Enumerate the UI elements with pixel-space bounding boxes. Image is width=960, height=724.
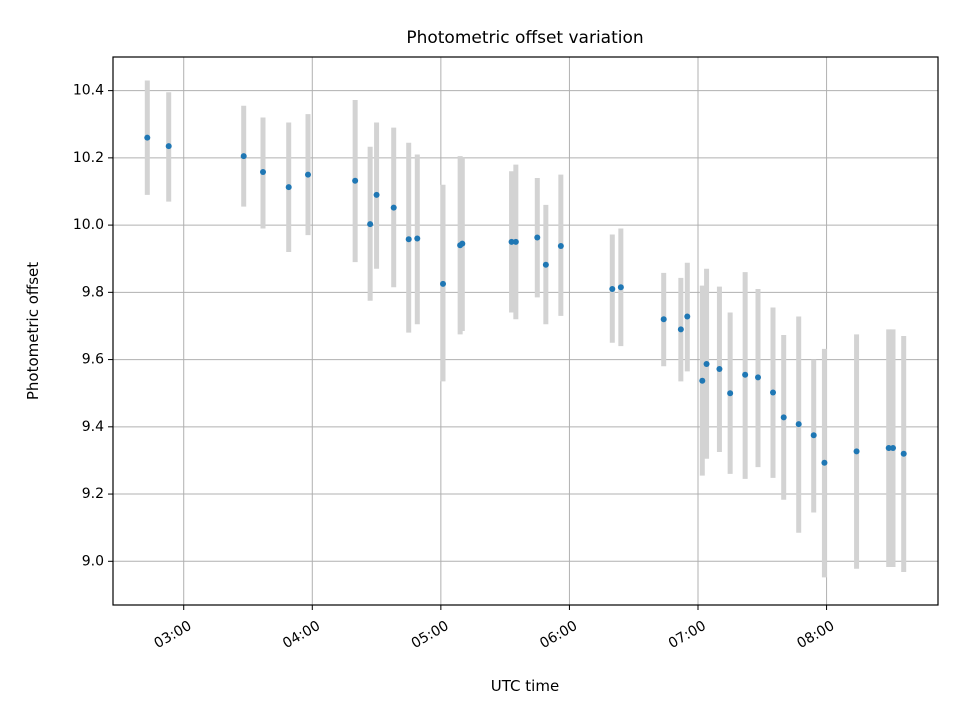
y-tick-label: 9.2 [82, 486, 104, 502]
x-tick-label: 05:00 [409, 618, 452, 652]
y-axis-label: Photometric offset [24, 262, 42, 400]
x-tick-label: 06:00 [537, 618, 580, 652]
data-point [703, 360, 710, 367]
x-tick-label: 08:00 [794, 618, 837, 652]
data-point [853, 448, 860, 455]
y-tick-label: 10.2 [73, 150, 104, 166]
data-point [165, 143, 172, 150]
y-tick-label: 9.0 [82, 553, 104, 569]
data-point [727, 390, 734, 397]
tick-layer: 03:00 04:00 05:00 06:00 07:00 08:00 9.0 9.2 9.4 9… [73, 83, 838, 652]
data-point [144, 134, 151, 141]
data-point [373, 191, 380, 198]
y-tick-label: 10.4 [73, 83, 104, 99]
x-tick-label: 04:00 [280, 618, 323, 652]
data-point [742, 371, 749, 378]
data-point [890, 444, 896, 451]
data-point [716, 365, 723, 372]
data-point [260, 168, 266, 175]
errorbar-layer [144, 80, 907, 578]
data-point [414, 235, 421, 242]
chart-title: Photometric offset variation [406, 28, 643, 48]
data-point [459, 240, 466, 247]
data-point [405, 236, 412, 243]
data-point [684, 313, 691, 320]
data-point [542, 261, 549, 268]
data-point [780, 414, 787, 421]
data-point [390, 204, 397, 211]
data-point [285, 184, 292, 191]
y-tick-label: 10.0 [73, 217, 104, 233]
x-axis-label: UTC time [491, 677, 559, 695]
data-point [305, 171, 311, 178]
data-point [508, 238, 515, 245]
point-layer [144, 134, 907, 466]
y-tick-label: 9.4 [82, 419, 104, 435]
data-point [534, 234, 541, 241]
data-point [770, 389, 776, 396]
data-point [440, 280, 446, 287]
data-point [609, 285, 616, 292]
data-point [512, 238, 519, 245]
data-point [885, 444, 892, 451]
y-tick-label: 9.6 [82, 352, 104, 368]
data-point [367, 221, 374, 228]
data-point [617, 284, 624, 291]
y-tick-label: 9.8 [82, 284, 104, 300]
data-point [810, 432, 817, 439]
data-point [240, 153, 247, 160]
data-point [795, 421, 802, 428]
data-point [352, 177, 359, 184]
data-point [677, 326, 684, 333]
data-point [699, 377, 706, 384]
data-point [821, 459, 828, 466]
data-point [900, 450, 907, 457]
data-point [755, 374, 761, 381]
grid-layer [113, 57, 938, 605]
plot-frame [112, 56, 939, 606]
data-point [660, 316, 667, 323]
data-point [557, 242, 564, 249]
x-tick-label: 07:00 [666, 618, 709, 652]
x-tick-label: 03:00 [152, 618, 195, 652]
